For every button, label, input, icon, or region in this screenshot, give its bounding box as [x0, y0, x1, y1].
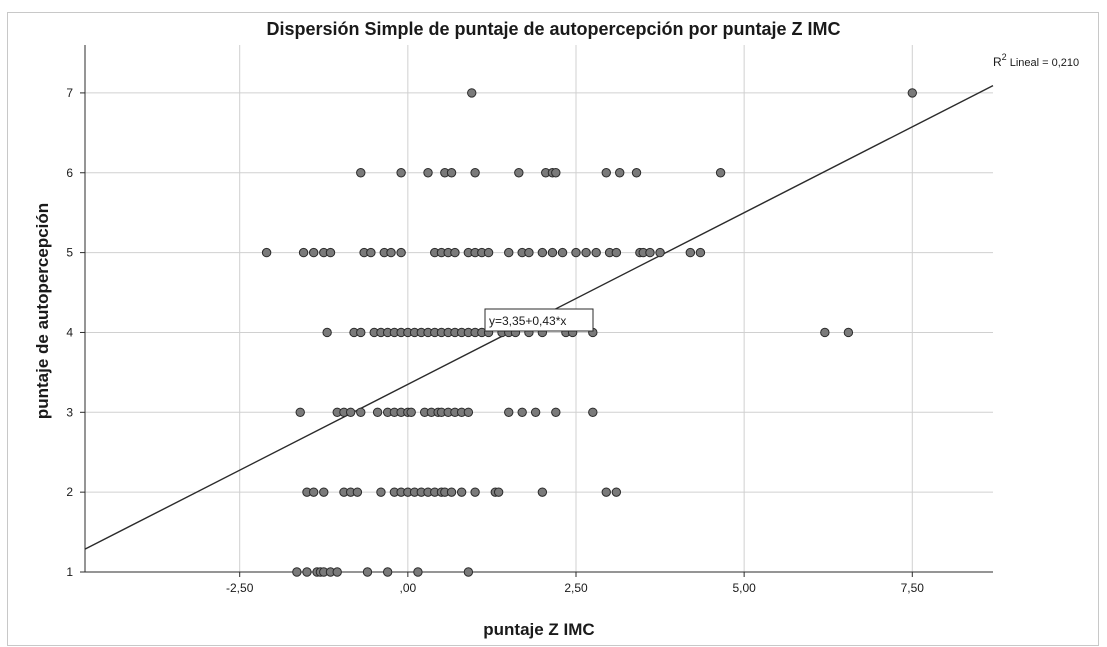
- data-point: [296, 408, 304, 416]
- data-point: [309, 488, 317, 496]
- data-point: [632, 169, 640, 177]
- data-point: [538, 488, 546, 496]
- data-point: [293, 568, 301, 576]
- data-point: [518, 408, 526, 416]
- data-point: [464, 568, 472, 576]
- data-point: [320, 488, 328, 496]
- data-point: [299, 248, 307, 256]
- data-point: [612, 488, 620, 496]
- data-point: [383, 568, 391, 576]
- data-point: [451, 248, 459, 256]
- data-point: [471, 169, 479, 177]
- data-point: [447, 488, 455, 496]
- equation-text: y=3,35+0,43*x: [489, 314, 566, 328]
- data-point: [471, 488, 479, 496]
- y-tick-labels: 1 2 3 4 5 6 7: [66, 86, 73, 579]
- data-point: [582, 248, 590, 256]
- y-tick-label: 7: [66, 86, 73, 100]
- data-point: [515, 169, 523, 177]
- data-point: [357, 169, 365, 177]
- data-point: [589, 408, 597, 416]
- data-point: [505, 248, 513, 256]
- equation-label: y=3,35+0,43*x: [485, 309, 593, 331]
- data-point: [407, 408, 415, 416]
- r-squared-prefix: R: [993, 55, 1002, 69]
- data-point: [552, 408, 560, 416]
- data-point: [424, 169, 432, 177]
- y-tick-label: 1: [66, 565, 73, 579]
- data-point: [457, 488, 465, 496]
- data-point: [373, 408, 381, 416]
- x-tick-label: 5,00: [732, 581, 756, 595]
- data-point: [333, 568, 341, 576]
- data-point: [646, 248, 654, 256]
- data-point: [616, 169, 624, 177]
- data-point: [821, 328, 829, 336]
- data-point: [525, 248, 533, 256]
- data-point: [262, 248, 270, 256]
- data-point: [592, 248, 600, 256]
- data-point: [602, 169, 610, 177]
- data-point: [414, 568, 422, 576]
- data-point: [464, 408, 472, 416]
- data-point: [447, 169, 455, 177]
- data-point: [531, 408, 539, 416]
- data-point: [612, 248, 620, 256]
- data-point: [505, 408, 513, 416]
- data-point: [357, 328, 365, 336]
- y-tick-label: 4: [66, 325, 73, 339]
- data-point: [484, 248, 492, 256]
- data-point: [468, 89, 476, 97]
- x-tick-label: 2,50: [564, 581, 588, 595]
- data-point: [572, 248, 580, 256]
- data-point: [353, 488, 361, 496]
- y-tick-label: 5: [66, 246, 73, 260]
- data-point: [558, 248, 566, 256]
- data-point: [387, 248, 395, 256]
- y-tick-label: 2: [66, 485, 73, 499]
- data-point: [377, 488, 385, 496]
- data-point: [494, 488, 502, 496]
- r-squared-label: R2 Lineal = 0,210: [993, 52, 1079, 69]
- data-point: [309, 248, 317, 256]
- data-point: [397, 248, 405, 256]
- data-point: [303, 568, 311, 576]
- data-point: [346, 408, 354, 416]
- data-point: [538, 248, 546, 256]
- y-tick-label: 3: [66, 405, 73, 419]
- data-point: [363, 568, 371, 576]
- y-tick-label: 6: [66, 166, 73, 180]
- x-tick-labels: -2,50 ,00 2,50 5,00 7,50: [226, 581, 924, 595]
- data-point: [552, 169, 560, 177]
- data-point: [357, 408, 365, 416]
- data-point: [656, 248, 664, 256]
- data-point: [323, 328, 331, 336]
- data-point: [696, 248, 704, 256]
- data-point: [844, 328, 852, 336]
- y-axis-title: puntaje de autopercepción: [33, 203, 52, 419]
- x-tick-label: 7,50: [901, 581, 925, 595]
- x-tick-label: ,00: [400, 581, 417, 595]
- data-point: [602, 488, 610, 496]
- data-point: [326, 248, 334, 256]
- data-point: [716, 169, 724, 177]
- r-squared-text: Lineal = 0,210: [1007, 57, 1079, 69]
- data-point: [367, 248, 375, 256]
- x-axis-title: puntaje Z IMC: [483, 620, 594, 639]
- data-point: [548, 248, 556, 256]
- data-point: [686, 248, 694, 256]
- data-point: [908, 89, 916, 97]
- x-tick-label: -2,50: [226, 581, 254, 595]
- data-point: [397, 169, 405, 177]
